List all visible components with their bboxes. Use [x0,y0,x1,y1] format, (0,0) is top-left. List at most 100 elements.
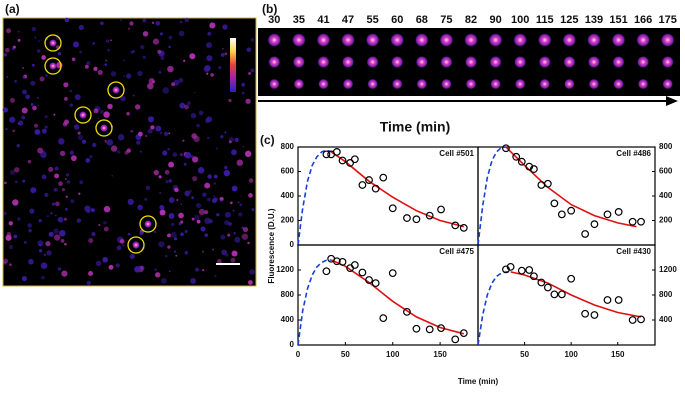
cell-spot [158,175,162,179]
cell-spot [21,107,28,114]
cell-spot [155,272,161,278]
cell-spot [57,138,65,145]
data-point [637,217,645,226]
time-label: 30 [268,14,280,26]
cell-spot [195,202,202,209]
time-label: 82 [465,14,477,26]
data-point [350,261,359,269]
cell-spot [232,209,235,212]
cell-spot [70,155,77,162]
cell-spot [97,69,103,75]
cell-spot [85,158,91,163]
time-label: 100 [511,14,529,26]
cell-spot [78,192,81,195]
cell-spot [64,96,68,101]
cell-spot [220,135,224,139]
cell-spot [159,192,161,194]
cell-title: Cell #501 [439,149,474,158]
cell-spot [195,267,200,272]
cell-spot [44,192,49,198]
cell-snapshot [514,78,526,90]
data-point [537,278,546,287]
cell-spot [90,208,95,213]
cell-spot [106,139,114,146]
cell-spot [142,55,146,59]
cell-spot [12,129,16,133]
cell-spot [39,249,43,253]
cell-spot [64,119,70,125]
data-point [459,223,468,232]
cell-spot [22,179,26,183]
time-label: 139 [585,14,603,26]
cell-spot [239,203,243,206]
cell-spot [159,32,163,36]
cell-spot [207,136,210,140]
data-point [590,220,599,229]
cell-snapshot [291,33,306,47]
time-label: 68 [416,14,428,26]
cell-spot [66,180,71,184]
cell-spot [180,203,183,206]
cell-spot [217,258,222,264]
cell-spot [103,111,110,118]
cell-snapshot [464,33,478,47]
cell-spot [110,39,112,42]
cell-spot [92,142,97,148]
cell-spot [178,30,185,37]
cell-spot [186,101,192,106]
cell-spot [32,105,37,111]
fit-curve [510,271,642,318]
data-point [637,315,645,324]
x-tick-label: 50 [520,350,529,359]
cell-spot [213,174,218,179]
cell-spot [93,108,99,114]
data-point [358,181,367,189]
cell-spot [104,139,107,142]
time-label: 35 [293,14,305,26]
cell-spot [71,57,76,62]
cell-spot [40,151,47,158]
cell-spot [123,75,126,78]
cell-snapshot [316,33,331,47]
cell-spot [103,226,109,232]
cell-spot [41,275,45,280]
cell-spot [218,66,222,70]
cell-spot [233,232,236,235]
cell-snapshot [317,55,330,69]
cell-spot [25,94,31,100]
cell-spot [147,82,154,90]
data-point [412,215,421,224]
cell-spot [211,198,217,204]
plot-frame [297,146,479,246]
cell-spot [160,277,167,284]
cell-spot [61,188,66,192]
cell-spot [44,125,48,129]
cell-spot [228,98,232,103]
cell-spot [190,113,197,119]
cell-snapshot [441,78,452,90]
cell-title: Cell #486 [616,149,651,158]
cell-snapshot [318,78,329,90]
model-curve [478,272,655,345]
cell-spot [251,208,255,211]
cell-spot [37,240,44,247]
data-point [628,217,637,226]
cell-snapshot [660,33,675,47]
cell-spot [88,271,93,276]
data-point [379,173,388,182]
cell-snapshot [416,78,428,90]
time-label: 41 [317,14,329,26]
cell-spot [238,212,243,217]
cell-spot [22,75,26,79]
y-tick-label: 0 [290,240,295,249]
data-point [567,274,576,283]
cell-spot [154,230,157,234]
cell-spot [206,72,209,75]
cell-spot [34,129,41,135]
cell-spot [139,150,142,153]
cell-spot [147,116,155,123]
cell-spot [69,150,74,155]
data-point [388,269,397,278]
cell-spot [210,73,214,77]
cell-spot [205,118,210,124]
